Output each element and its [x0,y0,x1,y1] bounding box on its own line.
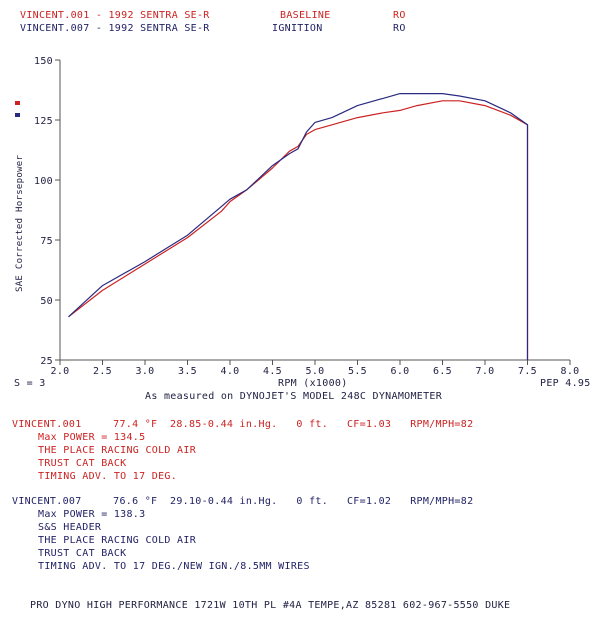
run2-detail: TIMING ADV. TO 17 DEG./NEW IGN./8.5MM WI… [38,561,310,572]
series-line-ignition [68,92,529,360]
dyno-chart: SAE Corrected Horsepower 2.0 2.5 3.0 3.5 4.0… [15,56,580,377]
y-axis-label: SAE Corrected Horsepower [15,154,25,292]
header-file-1: VINCENT.001 - 1992 SENTRA SE-R [20,10,210,21]
run1-detail: TRUST CAT BACK [38,458,127,469]
x-tick-label: 5.5 [348,366,367,377]
run1-info: VINCENT.001 77.4 °F 28.85-0.44 in.Hg. 0 … [12,419,474,430]
y-tick-label: 50 [40,296,53,307]
x-tick-label: 4.0 [221,366,240,377]
chart-caption: As measured on DYNOJET'S MODEL 248C DYNA… [145,391,443,402]
header-label-1: BASELINE [280,10,331,21]
smoothing-label: S = 3 [14,378,46,389]
x-tick-label: 6.0 [391,366,410,377]
run1-detail: TIMING ADV. TO 17 DEG. [38,471,178,482]
y-tick-label: 75 [40,236,53,247]
header-file-2: VINCENT.007 - 1992 SENTRA SE-R [20,23,210,34]
x-tick-label: 8.0 [561,366,580,377]
header-label-2: IGNITION [272,23,323,34]
pep-label: PEP 4.95 [540,378,591,389]
legend-swatch-baseline [15,101,20,105]
y-tick-label: 125 [34,116,53,127]
run2-detail: S&S HEADER [38,522,102,533]
y-tick-label: 25 [40,356,53,367]
x-tick-label: 6.5 [433,366,452,377]
x-tick-label: 2.5 [93,366,112,377]
run1-detail: Max POWER = 134.5 [38,432,146,443]
header-code-2: RO [393,23,406,34]
x-tick-label: 7.5 [518,366,537,377]
run2-detail: TRUST CAT BACK [38,548,127,559]
run1-detail: THE PLACE RACING COLD AIR [38,445,197,456]
y-tick-label: 100 [34,176,53,187]
run2-info: VINCENT.007 76.6 °F 29.10-0.44 in.Hg. 0 … [12,496,474,507]
x-tick-label: 3.0 [136,366,155,377]
x-tick-label: 3.5 [178,366,197,377]
shop-footer: PRO DYNO HIGH PERFORMANCE 1721W 10TH PL … [30,600,511,611]
y-tick-label: 150 [34,56,53,67]
x-axis-label: RPM (x1000) [278,378,348,389]
run2-detail: THE PLACE RACING COLD AIR [38,535,197,546]
x-tick-label: 4.5 [263,366,282,377]
x-tick-label: 5.0 [306,366,325,377]
run2-detail: Max POWER = 138.3 [38,509,146,520]
series-line-baseline [68,100,529,360]
header-code-1: RO [393,10,406,21]
legend-swatch-ignition [15,113,20,117]
x-tick-label: 2.0 [51,366,70,377]
x-tick-label: 7.0 [476,366,495,377]
